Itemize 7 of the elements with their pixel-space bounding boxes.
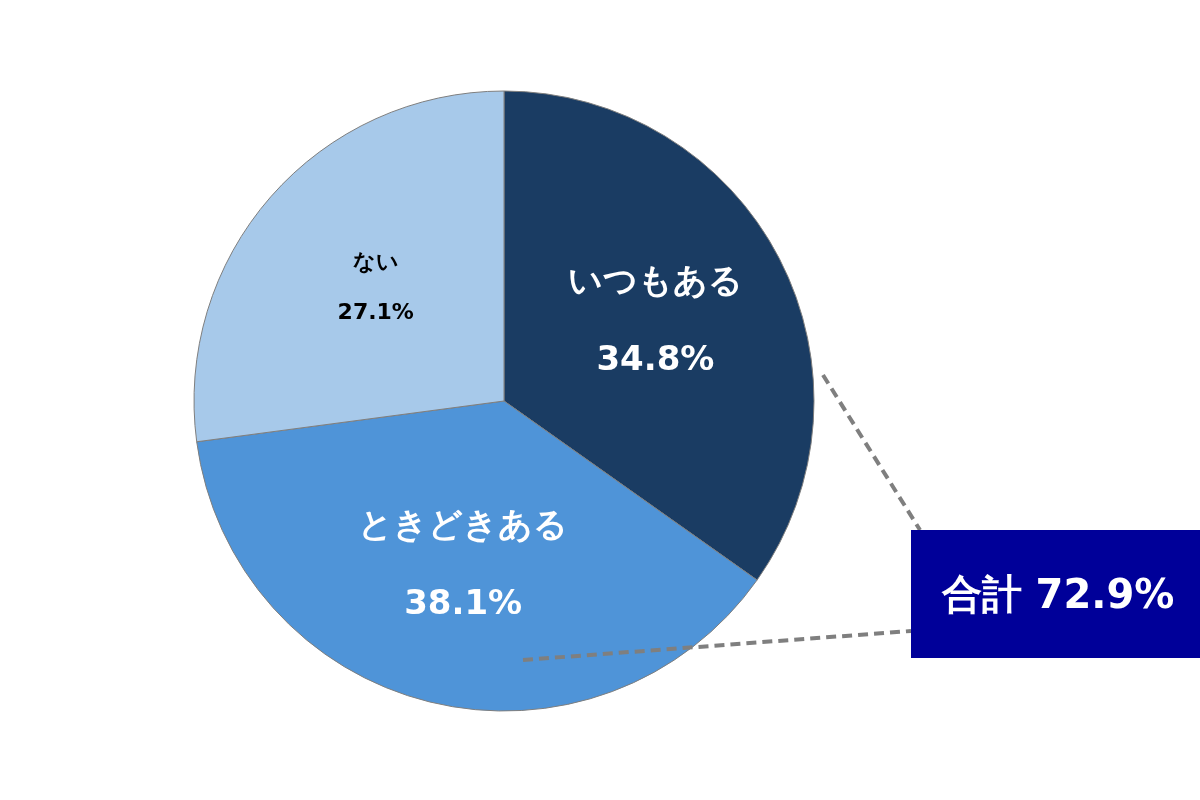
data-label: 38.1% bbox=[404, 582, 523, 623]
data-label: 34.8% bbox=[596, 338, 715, 379]
slice-label: いつもある bbox=[567, 260, 743, 301]
slice-label: ない bbox=[352, 248, 399, 274]
text: 合計 72.9% bbox=[940, 571, 1175, 617]
data-label: 27.1% bbox=[337, 299, 414, 325]
slice-label: ときどきある bbox=[358, 503, 569, 544]
